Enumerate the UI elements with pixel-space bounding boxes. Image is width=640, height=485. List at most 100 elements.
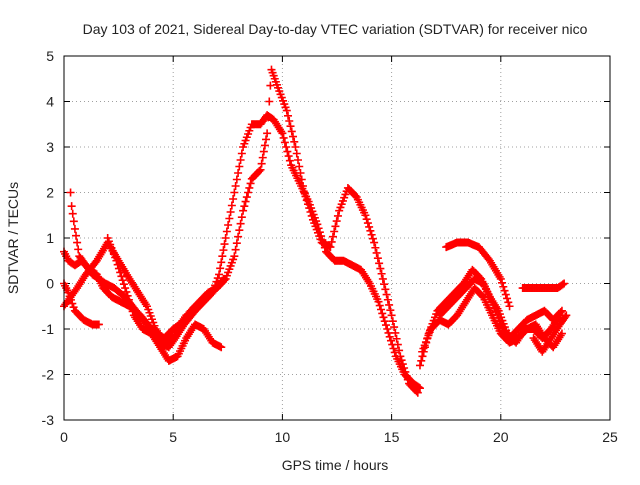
data-point xyxy=(400,364,409,372)
data-point xyxy=(285,117,294,125)
y-tick-label: 2 xyxy=(46,185,54,201)
data-point xyxy=(232,175,241,184)
data-point xyxy=(262,135,271,144)
data-point xyxy=(219,274,228,283)
data-point xyxy=(330,227,339,236)
data-point xyxy=(237,213,246,222)
data-point xyxy=(64,288,73,297)
data-point xyxy=(235,162,244,171)
y-tick-label: 0 xyxy=(46,276,54,292)
data-point xyxy=(556,308,565,317)
data-point xyxy=(284,152,293,161)
data-point xyxy=(218,276,227,285)
data-point xyxy=(367,230,376,239)
y-axis-label: SDTVAR / TECUs xyxy=(5,182,21,294)
data-point xyxy=(230,252,239,261)
x-tick-label: 5 xyxy=(169,429,177,445)
series-track-8 xyxy=(435,274,566,343)
data-point xyxy=(236,156,245,164)
data-point xyxy=(126,299,135,308)
x-tick-label: 15 xyxy=(384,429,400,445)
data-point xyxy=(393,340,402,349)
data-point xyxy=(375,259,384,268)
data-point xyxy=(117,272,126,281)
data-point xyxy=(227,201,236,210)
data-point xyxy=(392,334,401,343)
data-point xyxy=(373,254,382,263)
data-point xyxy=(283,147,292,156)
data-point xyxy=(368,234,377,243)
data-point xyxy=(237,149,246,158)
data-point xyxy=(327,237,336,246)
data-point xyxy=(380,317,389,326)
data-point xyxy=(390,348,399,357)
data-point xyxy=(286,122,295,131)
data-point xyxy=(372,248,381,257)
data-point xyxy=(67,202,76,211)
data-point xyxy=(278,129,287,138)
data-point xyxy=(305,204,314,213)
data-point xyxy=(297,175,306,184)
data-point xyxy=(244,188,253,197)
data-point xyxy=(222,227,231,236)
series-track-10 xyxy=(518,279,569,293)
data-point xyxy=(239,206,248,215)
data-point xyxy=(234,232,243,241)
data-point xyxy=(216,264,225,273)
data-point xyxy=(264,113,273,122)
series-track-11 xyxy=(529,311,571,356)
data-point xyxy=(113,260,122,269)
data-point xyxy=(390,323,399,332)
y-tick-label: -1 xyxy=(42,321,55,337)
data-point xyxy=(69,217,78,226)
series-track-1 xyxy=(66,111,424,393)
data-point xyxy=(401,367,410,376)
data-point xyxy=(291,143,300,151)
data-point xyxy=(119,280,128,289)
data-point xyxy=(363,219,372,228)
data-point xyxy=(303,200,312,209)
chart-title: Day 103 of 2021, Sidereal Day-to-day VTE… xyxy=(83,21,588,37)
data-point xyxy=(361,211,370,220)
x-tick-label: 20 xyxy=(493,429,509,445)
y-tick-label: 1 xyxy=(46,230,54,246)
data-point xyxy=(389,344,398,353)
data-point xyxy=(385,300,394,309)
data-point xyxy=(122,287,131,296)
data-point xyxy=(68,299,77,308)
data-point xyxy=(498,278,507,287)
data-point xyxy=(370,238,379,247)
data-point xyxy=(371,243,380,252)
data-point xyxy=(229,195,238,203)
data-point xyxy=(378,274,387,283)
series-track-3 xyxy=(60,238,228,347)
data-point xyxy=(380,280,389,289)
data-point xyxy=(241,197,250,206)
data-point xyxy=(333,211,342,220)
data-point xyxy=(213,274,222,283)
data-point xyxy=(397,356,406,365)
data-point xyxy=(496,274,505,283)
data-point xyxy=(290,137,299,146)
data-point xyxy=(417,356,426,365)
data-point xyxy=(326,243,335,252)
data-point xyxy=(116,268,125,277)
data-point xyxy=(231,245,240,254)
data-point xyxy=(245,183,254,192)
data-point xyxy=(562,311,571,320)
x-axis-label: GPS time / hours xyxy=(282,457,389,473)
data-point xyxy=(124,295,133,304)
data-point xyxy=(366,226,375,235)
data-point xyxy=(217,343,226,352)
x-tick-label: 10 xyxy=(275,429,291,445)
data-point xyxy=(259,147,268,156)
data-point xyxy=(224,221,233,229)
data-point xyxy=(219,246,228,255)
data-point xyxy=(66,188,75,197)
data-point xyxy=(114,264,123,273)
data-point xyxy=(258,153,267,162)
series-track-5 xyxy=(103,234,226,365)
data-point xyxy=(301,192,310,201)
data-point xyxy=(500,286,509,295)
